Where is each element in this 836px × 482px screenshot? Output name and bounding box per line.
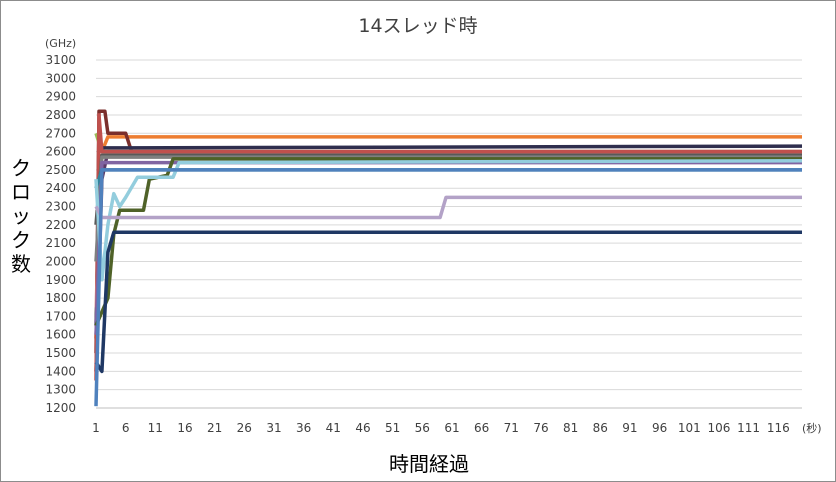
x-tick-label: 116 bbox=[767, 421, 790, 435]
x-tick-label: 26 bbox=[237, 421, 252, 435]
y-tick-label: 2100 bbox=[45, 236, 76, 250]
series-line bbox=[94, 144, 803, 326]
y-tick-label: 3000 bbox=[45, 71, 76, 85]
y-tick-label: 2300 bbox=[45, 200, 76, 214]
x-axis-unit: (秒) bbox=[802, 421, 822, 435]
x-tick-label: 86 bbox=[593, 421, 608, 435]
y-axis-ticks: 1200 1300 1400 1500 1600 1700 1800 1900 2000 2100… bbox=[45, 53, 76, 415]
x-tick-label: 96 bbox=[652, 421, 667, 435]
series-lines bbox=[94, 109, 803, 407]
x-tick-label: 106 bbox=[707, 421, 730, 435]
y-tick-label: 2800 bbox=[45, 108, 76, 122]
x-tick-label: 31 bbox=[266, 421, 281, 435]
x-tick-label: 21 bbox=[207, 421, 222, 435]
y-tick-label: 2600 bbox=[45, 145, 76, 159]
y-axis-title-char: ク bbox=[11, 156, 31, 180]
x-tick-label: 101 bbox=[678, 421, 701, 435]
series-line bbox=[94, 195, 802, 220]
x-axis-ticks: 1 6 11 16 21 26 31 36 41 46 51 56 61 66 71 76 81 86 91 96 10… bbox=[92, 421, 790, 435]
series-line bbox=[94, 157, 802, 327]
y-tick-label: 1300 bbox=[45, 383, 76, 397]
series-line bbox=[94, 153, 802, 225]
x-tick-label: 56 bbox=[415, 421, 430, 435]
x-tick-label: 61 bbox=[444, 421, 459, 435]
chart-title: 14スレッド時 bbox=[358, 15, 477, 37]
x-tick-label: 81 bbox=[563, 421, 578, 435]
x-tick-label: 91 bbox=[622, 421, 637, 435]
y-tick-label: 2000 bbox=[45, 254, 76, 268]
series-line bbox=[94, 168, 802, 407]
x-tick-label: 36 bbox=[296, 421, 311, 435]
y-axis-title-char: 数 bbox=[11, 252, 31, 276]
x-tick-label: 71 bbox=[504, 421, 519, 435]
y-tick-label: 2400 bbox=[45, 181, 76, 195]
series-line bbox=[94, 168, 802, 189]
x-tick-label: 41 bbox=[326, 421, 341, 435]
y-axis-title-char: ッ bbox=[11, 204, 31, 228]
y-tick-label: 1600 bbox=[45, 328, 76, 342]
y-tick-label: 1700 bbox=[45, 309, 76, 323]
y-tick-label: 1400 bbox=[45, 364, 76, 378]
x-tick-label: 111 bbox=[737, 421, 760, 435]
x-tick-label: 11 bbox=[148, 421, 163, 435]
y-tick-label: 2200 bbox=[45, 218, 76, 232]
series-line bbox=[94, 155, 802, 262]
series-line bbox=[94, 135, 802, 339]
y-tick-label: 1800 bbox=[45, 291, 76, 305]
x-tick-label: 66 bbox=[474, 421, 489, 435]
series-line bbox=[94, 230, 802, 374]
y-tick-label: 2500 bbox=[45, 163, 76, 177]
x-tick-label: 16 bbox=[177, 421, 192, 435]
series-line bbox=[94, 149, 802, 308]
y-tick-label: 2700 bbox=[45, 126, 76, 140]
x-tick-label: 6 bbox=[122, 421, 130, 435]
x-tick-label: 46 bbox=[355, 421, 370, 435]
y-tick-label: 1900 bbox=[45, 273, 76, 287]
y-tick-label: 2900 bbox=[45, 90, 76, 104]
x-tick-label: 76 bbox=[533, 421, 548, 435]
y-tick-label: 3100 bbox=[45, 53, 76, 67]
gridlines bbox=[96, 59, 802, 409]
y-tick-label: 1200 bbox=[45, 401, 76, 415]
x-tick-label: 1 bbox=[92, 421, 100, 435]
y-tick-label: 1500 bbox=[45, 346, 76, 360]
y-axis-title-char: ロ bbox=[11, 180, 31, 204]
y-axis-unit: (GHz) bbox=[45, 37, 76, 50]
x-axis-title: 時間経過 bbox=[389, 452, 469, 476]
x-tick-label: 51 bbox=[385, 421, 400, 435]
y-axis-title-char: ク bbox=[11, 228, 31, 252]
